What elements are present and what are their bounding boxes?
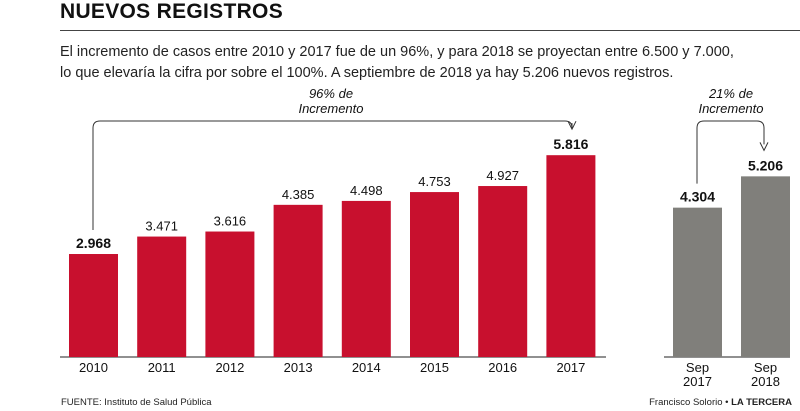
- main-value-label-2: 3.616: [214, 214, 247, 229]
- main-category-label-2: 2012: [215, 360, 244, 375]
- main-category-label-5: 2015: [420, 360, 449, 375]
- main-value-label-5: 4.753: [418, 174, 451, 189]
- title-divider: [60, 30, 800, 31]
- author-name: Francisco Solorio: [649, 397, 723, 408]
- main-annotation-arrowhead: [567, 120, 577, 131]
- sep-annotation-arrowhead: [759, 142, 769, 152]
- main-value-label-3: 4.385: [282, 187, 315, 202]
- sep-value-label-1: 5.206: [748, 157, 783, 173]
- sep-annotation-text-backing: [686, 84, 776, 118]
- main-bar-6: [478, 186, 528, 357]
- main-annotation-line-1: 96% de: [309, 86, 353, 101]
- sep-annotation-line-2: Incremento: [698, 101, 763, 116]
- subtitle-line-1: El incremento de casos entre 2010 y 2017…: [60, 44, 734, 60]
- main-bar-4: [341, 200, 391, 357]
- credit-line: Francisco Solorio • LA TERCERA: [649, 397, 792, 408]
- main-category-label-6: 2016: [488, 360, 517, 375]
- main-bar-2: [205, 231, 255, 357]
- main-value-label-7: 5.816: [553, 136, 588, 152]
- chart-title: NUEVOS REGISTROS: [60, 0, 284, 23]
- main-category-label-7: 2017: [556, 360, 585, 375]
- sep-annotation-bracket: [696, 120, 765, 184]
- main-bar-0: [69, 254, 118, 357]
- main-category-label-3: 2013: [284, 360, 313, 375]
- main-value-label-1: 3.471: [145, 219, 178, 234]
- chart-subtitle: El incremento de casos entre 2010 y 2017…: [60, 42, 795, 84]
- subtitle-line-2: lo que elevaría la cifra por sobre el 10…: [60, 65, 674, 81]
- credit-separator: •: [722, 397, 732, 408]
- main-bar-3: [273, 204, 323, 357]
- sep-value-label-0: 4.304: [680, 189, 715, 205]
- main-annotation-text-backing: [286, 84, 376, 118]
- main-category-label-1: 2011: [148, 360, 176, 375]
- sep-annotation-line-1: 21% de: [708, 86, 753, 101]
- sep-category-label-0-1: 2017: [683, 374, 712, 389]
- main-category-label-4: 2014: [352, 360, 381, 375]
- main-category-label-0: 2010: [79, 360, 108, 375]
- sep-bar-1: [741, 176, 790, 357]
- sep-bar-0: [673, 207, 722, 357]
- sep-category-label-1-1: 2018: [751, 374, 780, 389]
- main-value-label-6: 4.927: [486, 168, 519, 183]
- main-bar-5: [410, 192, 459, 357]
- main-annotation-bracket: [92, 120, 573, 231]
- main-value-label-4: 4.498: [350, 183, 383, 198]
- sep-category-label-1-0: Sep: [754, 360, 777, 375]
- source-note: FUENTE: Instituto de Salud Pública: [61, 397, 212, 408]
- main-bar-1: [137, 236, 187, 357]
- outlet-name: LA TERCERA: [731, 397, 792, 408]
- sep-category-label-0-0: Sep: [686, 360, 709, 375]
- main-bar-7: [546, 155, 596, 357]
- main-annotation-line-2: Incremento: [298, 101, 363, 116]
- main-value-label-0: 2.968: [76, 235, 111, 251]
